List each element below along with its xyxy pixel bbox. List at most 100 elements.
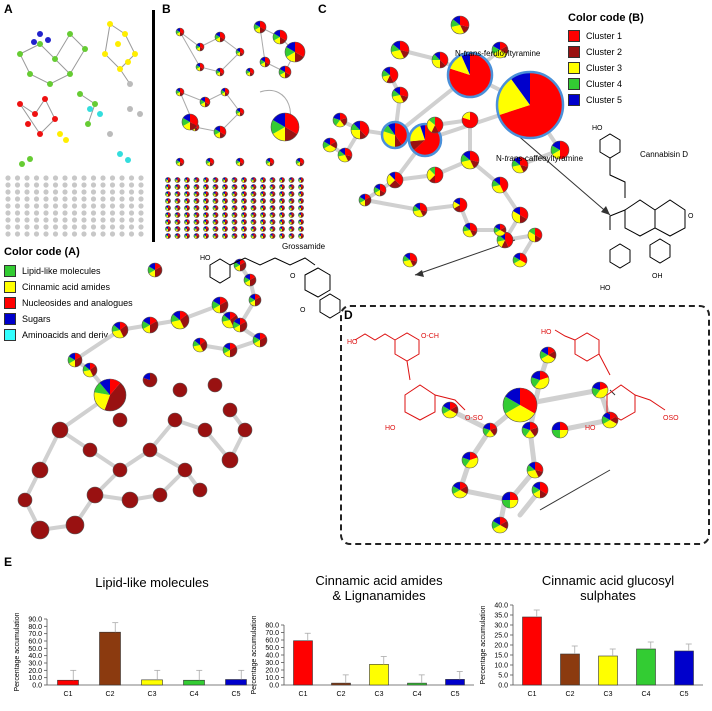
node-pie	[221, 451, 239, 469]
bar-c1	[293, 640, 313, 686]
node-pie	[231, 177, 238, 183]
node-pie	[170, 310, 190, 330]
node-pie	[260, 191, 266, 197]
chart-title: Lipid-like molecules	[95, 575, 209, 590]
y-tick-label: 90.0	[28, 617, 42, 624]
node-pie	[288, 198, 295, 204]
node-pie	[165, 191, 171, 197]
svg-text:HO: HO	[385, 425, 396, 432]
legend-item: Cluster 5	[568, 92, 698, 108]
node-pie	[203, 205, 209, 211]
y-tick-label: 50.0	[28, 646, 42, 653]
node-pie	[222, 233, 228, 239]
node-pie	[184, 198, 190, 204]
legend-item: Cluster 4	[568, 76, 698, 92]
node-pie	[17, 492, 33, 508]
node-pie	[165, 184, 171, 190]
node-pie	[174, 177, 181, 183]
node-pie	[298, 191, 304, 197]
node-pie	[67, 352, 83, 368]
y-tick-label: 40.0	[265, 653, 279, 660]
node-pie	[203, 233, 209, 239]
x-tick-label: C2	[106, 691, 115, 698]
bar-chart-1: Lipid-like molecules 0.010.020.030.040.05…	[14, 575, 257, 698]
y-tick-label: 35.0	[494, 613, 508, 620]
node-pie	[298, 212, 304, 218]
node-pie	[165, 205, 171, 211]
label-grossamide: Grossamide	[282, 242, 326, 251]
node-pie	[279, 212, 285, 218]
node-pie	[259, 56, 271, 68]
y-tick-label: 60.0	[28, 639, 42, 646]
node-pie	[269, 191, 276, 197]
panel-divider	[152, 10, 155, 242]
x-tick-label: C5	[232, 691, 241, 698]
bar-c5	[225, 679, 247, 686]
legend-item: Cluster 3	[568, 60, 698, 76]
node-pie	[203, 191, 209, 197]
node-pie	[184, 205, 190, 211]
node-pie	[426, 166, 444, 184]
node-pie	[211, 296, 229, 314]
node-pie	[412, 202, 428, 218]
pointer-line-d	[539, 469, 611, 511]
charts-svg: Lipid-like molecules0.010.020.030.040.05…	[14, 573, 703, 698]
node-pie	[112, 412, 128, 428]
node-pie	[269, 219, 276, 225]
panel-label-e: E	[4, 555, 13, 569]
node-pie	[220, 87, 230, 97]
legend-swatch	[4, 297, 16, 309]
node-pie	[511, 206, 529, 224]
node-pie	[241, 219, 247, 225]
legend-item: Nucleosides and analogues	[4, 295, 154, 311]
svg-text:HO: HO	[585, 425, 596, 432]
node-pie	[203, 198, 209, 204]
node-pie	[260, 233, 266, 239]
svg-text:O-SO: O-SO	[465, 415, 483, 422]
node-pie	[531, 481, 549, 499]
grossamide-structure: HO O O	[200, 255, 341, 319]
node-pie	[175, 27, 185, 37]
network-b	[165, 20, 306, 239]
x-tick-label: C3	[148, 691, 157, 698]
bar-c1	[522, 616, 542, 686]
x-tick-label: C4	[642, 691, 651, 698]
y-tick-label: 30.0	[28, 661, 42, 668]
panel-d-frame	[340, 305, 710, 545]
node-pie	[165, 233, 171, 239]
x-tick-label: C3	[604, 691, 613, 698]
node-pie	[174, 191, 181, 197]
y-tick-label: 40.0	[494, 603, 508, 610]
y-tick-label: 80.0	[265, 623, 279, 630]
node-pie	[298, 219, 304, 225]
node-pie	[332, 112, 348, 128]
node-pie	[112, 462, 128, 478]
node-pie	[203, 212, 209, 218]
node-pie	[402, 252, 418, 268]
node-pie	[295, 157, 305, 167]
node-pie	[298, 184, 304, 190]
bar-c3	[141, 679, 163, 686]
node-pie	[222, 205, 228, 211]
legend-swatch	[568, 94, 580, 106]
node-pie	[279, 226, 285, 232]
node-pie	[192, 337, 208, 353]
node-pie	[174, 233, 181, 239]
svg-text:O-CH: O-CH	[421, 333, 439, 340]
node-pie	[172, 382, 188, 398]
node-pie	[184, 177, 190, 183]
node-pie	[222, 226, 228, 232]
legend-swatch	[568, 62, 580, 74]
panel-label-c: C	[318, 2, 327, 16]
svg-text:HO: HO	[200, 255, 211, 262]
node-pie	[231, 233, 238, 239]
node-pie	[165, 212, 171, 218]
node-pie	[250, 191, 257, 197]
node-pie	[51, 421, 69, 439]
y-tick-label: 20.0	[494, 643, 508, 650]
node-pie	[278, 65, 292, 79]
node-pie	[231, 219, 238, 225]
node-pie	[195, 62, 205, 72]
node-pie	[501, 491, 519, 509]
legend-swatch	[4, 281, 16, 293]
